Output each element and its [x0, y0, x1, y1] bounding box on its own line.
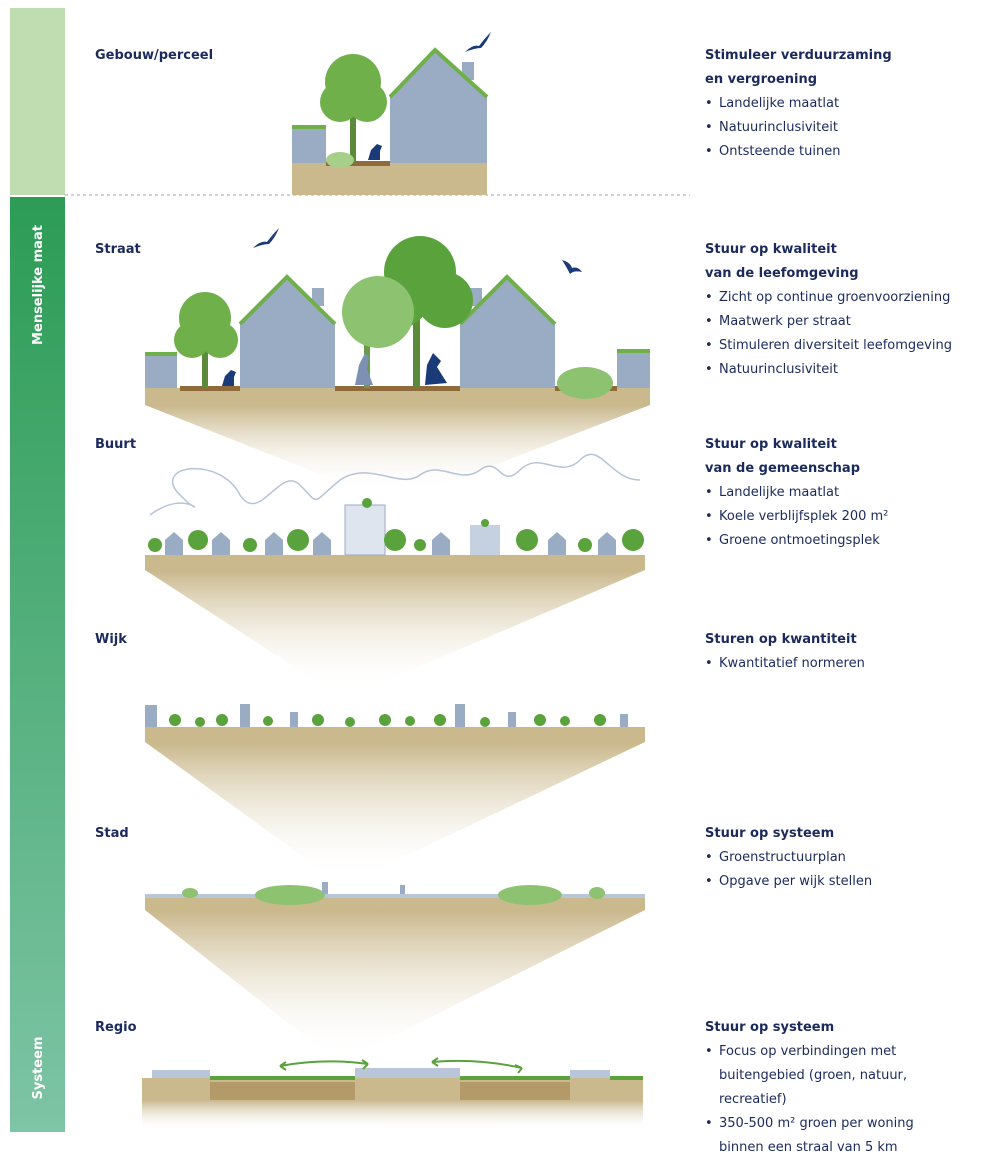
level-item: Natuurinclusiviteit — [705, 116, 985, 140]
level-text: Stuur op systeemGroenstructuurplanOpgave… — [705, 822, 985, 894]
level-heading: Stuur op systeem — [705, 1016, 955, 1040]
stad-art — [145, 882, 645, 1060]
page: Menselijke maat Systeem — [0, 0, 988, 1156]
sidebar-label: Menselijke maat — [31, 225, 46, 345]
level-item: Koele verblijfsplek 200 m² — [705, 505, 985, 529]
level-name: Buurt — [95, 437, 136, 452]
wijk-art — [145, 704, 645, 880]
level-heading: Stuur op kwaliteit — [705, 238, 985, 262]
level-item: Groene ontmoetingsplek — [705, 529, 985, 553]
level-name: Wijk — [95, 632, 127, 647]
level-item: Groenstructuurplan — [705, 846, 985, 870]
level-text: Stuur op systeemFocus op verbindingen me… — [705, 1016, 955, 1160]
level-items: Focus op verbindingen met buitengebied (… — [705, 1040, 955, 1160]
level-heading: en vergroening — [705, 68, 985, 92]
level-items: Zicht op continue groenvoorzieningMaatwe… — [705, 286, 985, 382]
level-heading: van de gemeenschap — [705, 457, 985, 481]
level-name: Regio — [95, 1020, 137, 1035]
level-heading: Stimuleer verduurzaming — [705, 44, 985, 68]
level-heading: Stuur op systeem — [705, 822, 985, 846]
level-items: Kwantitatief normeren — [705, 652, 985, 676]
sidebar-top — [10, 8, 65, 195]
level-heading: Sturen op kwantiteit — [705, 628, 985, 652]
level-item: Natuurinclusiviteit — [705, 358, 985, 382]
level-items: Landelijke maatlatKoele verblijfsplek 20… — [705, 481, 985, 553]
straat-art — [145, 228, 650, 490]
level-items: Landelijke maatlatNatuurinclusiviteitOnt… — [705, 92, 985, 164]
level-item: Opgave per wijk stellen — [705, 870, 985, 894]
level-name: Straat — [95, 242, 141, 257]
sidebar-label: Systeem — [31, 1037, 46, 1100]
level-name: Stad — [95, 826, 129, 841]
level-item: Maatwerk per straat — [705, 310, 985, 334]
level-heading: van de leefomgeving — [705, 262, 985, 286]
level-name: Gebouw/perceel — [95, 48, 213, 63]
level-item: Zicht op continue groenvoorziening — [705, 286, 985, 310]
level-heading: Stuur op kwaliteit — [705, 433, 985, 457]
level-item: Kwantitatief normeren — [705, 652, 985, 676]
regio-art — [142, 1058, 643, 1130]
level-item: Landelijke maatlat — [705, 92, 985, 116]
level-item: Focus op verbindingen met buitengebied (… — [705, 1040, 955, 1112]
level-item: Landelijke maatlat — [705, 481, 985, 505]
level-item: 350-500 m² groen per woning binnen een s… — [705, 1112, 955, 1160]
level-items: GroenstructuurplanOpgave per wijk stelle… — [705, 846, 985, 894]
illustration: Menselijke maat Systeem — [0, 0, 988, 1156]
gebouw-art — [292, 32, 491, 195]
level-item: Stimuleren diversiteit leefomgeving — [705, 334, 985, 358]
level-text: Sturen op kwantiteitKwantitatief normere… — [705, 628, 985, 676]
level-item: Ontsteende tuinen — [705, 140, 985, 164]
